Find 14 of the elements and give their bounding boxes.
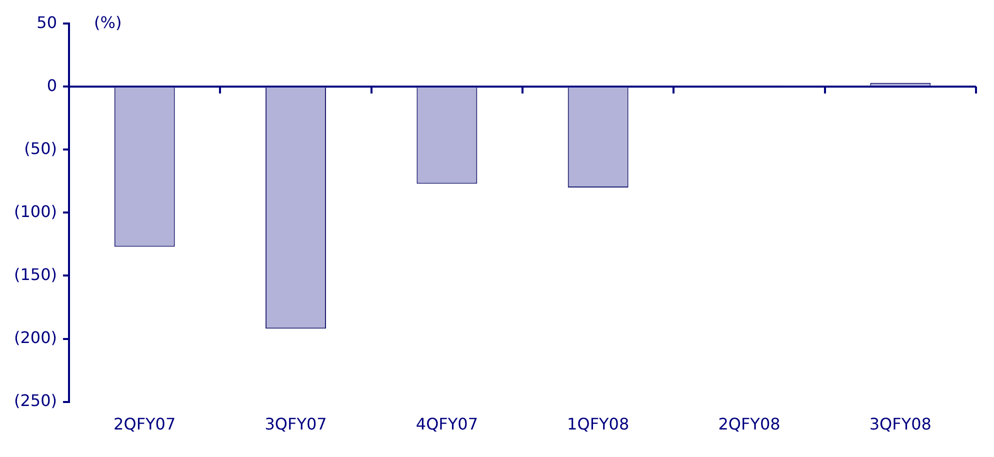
y-axis-title: (%) <box>94 12 122 32</box>
x-tick-label: 4QFY07 <box>416 414 478 434</box>
y-tick-label: (100) <box>14 202 58 221</box>
x-tick-label: 1QFY08 <box>567 414 630 434</box>
x-tick-label: 3QFY08 <box>869 414 932 434</box>
x-tick-label: 2QFY07 <box>114 414 176 434</box>
y-tick-label: 50 <box>36 12 58 32</box>
y-tick-label: (250) <box>14 390 58 410</box>
y-tick-label: (50) <box>24 138 58 158</box>
x-tick-label: 3QFY07 <box>264 414 327 434</box>
y-tick-label: 0 <box>46 76 58 95</box>
x-tick-label: 2QFY08 <box>718 414 780 434</box>
y-tick-label: (200) <box>14 328 58 347</box>
y-tick-label: (150) <box>14 264 58 284</box>
